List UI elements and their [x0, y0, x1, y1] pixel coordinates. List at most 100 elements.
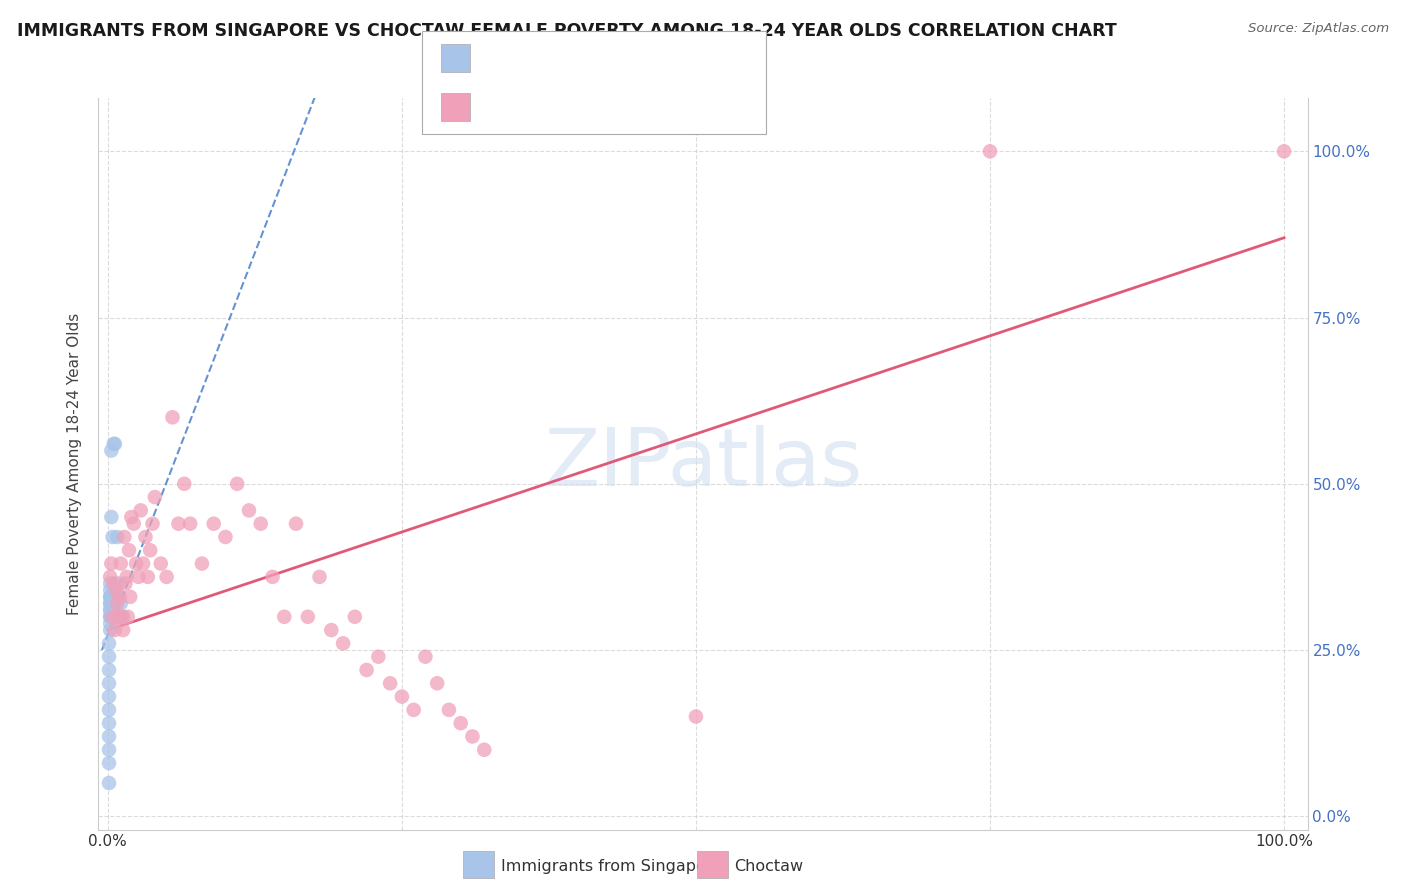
Point [98, 690, 121, 704]
Point [415, 649, 437, 664]
Point [98, 743, 121, 757]
Point [391, 690, 413, 704]
Point [112, 609, 135, 624]
Point [98, 597, 121, 611]
Text: Immigrants from Singapore: Immigrants from Singapore [501, 859, 721, 873]
Point [238, 503, 260, 517]
Point [98, 616, 121, 631]
Point [110, 557, 132, 571]
Point [141, 516, 163, 531]
Point [120, 590, 142, 604]
Point [308, 570, 330, 584]
Point [98, 636, 121, 650]
Point [98, 649, 121, 664]
Point [173, 476, 195, 491]
Point [122, 516, 145, 531]
Point [226, 476, 249, 491]
Point [98, 597, 121, 611]
Point [105, 609, 128, 624]
Point [101, 530, 124, 544]
Point [103, 603, 125, 617]
Point [127, 570, 149, 584]
Point [461, 730, 484, 744]
Point [143, 490, 166, 504]
Text: IMMIGRANTS FROM SINGAPORE VS CHOCTAW FEMALE POVERTY AMONG 18-24 YEAR OLDS CORREL: IMMIGRANTS FROM SINGAPORE VS CHOCTAW FEM… [17, 22, 1116, 40]
Y-axis label: Female Poverty Among 18-24 Year Olds: Female Poverty Among 18-24 Year Olds [67, 313, 83, 615]
Point [685, 709, 707, 723]
Text: Source: ZipAtlas.com: Source: ZipAtlas.com [1249, 22, 1389, 36]
Point [179, 516, 201, 531]
Point [98, 609, 121, 624]
Point [98, 776, 121, 790]
Point [262, 570, 284, 584]
Point [111, 609, 134, 624]
Point [105, 530, 128, 544]
Point [450, 716, 472, 731]
Point [129, 503, 152, 517]
Point [100, 590, 122, 604]
Point [98, 590, 121, 604]
Point [98, 730, 121, 744]
Point [98, 716, 121, 731]
Point [98, 756, 121, 770]
Point [98, 623, 121, 637]
Point [98, 603, 121, 617]
Text: Choctaw: Choctaw [734, 859, 803, 873]
Point [108, 590, 131, 604]
Point [149, 557, 172, 571]
Point [118, 543, 141, 558]
Point [111, 609, 134, 624]
Point [98, 583, 121, 598]
Point [367, 649, 389, 664]
Point [162, 410, 184, 425]
Point [98, 590, 121, 604]
Point [108, 609, 131, 624]
Point [112, 623, 135, 637]
Point [103, 437, 125, 451]
Point [98, 703, 121, 717]
Point [100, 603, 122, 617]
Point [112, 530, 135, 544]
Point [132, 557, 155, 571]
Text: R =  0.662   N = 63: R = 0.662 N = 63 [479, 96, 671, 115]
Point [100, 557, 122, 571]
Point [110, 597, 132, 611]
Point [343, 609, 366, 624]
Point [98, 663, 121, 677]
Point [125, 557, 148, 571]
Point [167, 516, 190, 531]
Point [100, 510, 122, 524]
Point [472, 743, 495, 757]
Point [120, 510, 142, 524]
Point [98, 676, 121, 690]
Point [115, 570, 138, 584]
Text: R =  0.156   N = 46: R = 0.156 N = 46 [479, 47, 671, 66]
Point [356, 663, 378, 677]
Point [101, 609, 124, 624]
Point [100, 609, 122, 624]
Point [402, 703, 425, 717]
Point [104, 437, 127, 451]
Point [191, 557, 214, 571]
Point [297, 609, 319, 624]
Point [101, 597, 124, 611]
Point [98, 570, 121, 584]
Point [249, 516, 271, 531]
Point [105, 590, 128, 604]
Point [105, 609, 128, 624]
Point [202, 516, 225, 531]
Point [378, 676, 401, 690]
Point [134, 530, 156, 544]
Point [139, 543, 162, 558]
Point [101, 609, 124, 624]
Point [98, 576, 121, 591]
Point [979, 145, 1001, 159]
Point [321, 623, 343, 637]
Point [156, 570, 179, 584]
Point [214, 530, 236, 544]
Point [105, 583, 128, 598]
Point [103, 576, 125, 591]
Point [114, 576, 136, 591]
Point [285, 516, 308, 531]
Point [100, 597, 122, 611]
